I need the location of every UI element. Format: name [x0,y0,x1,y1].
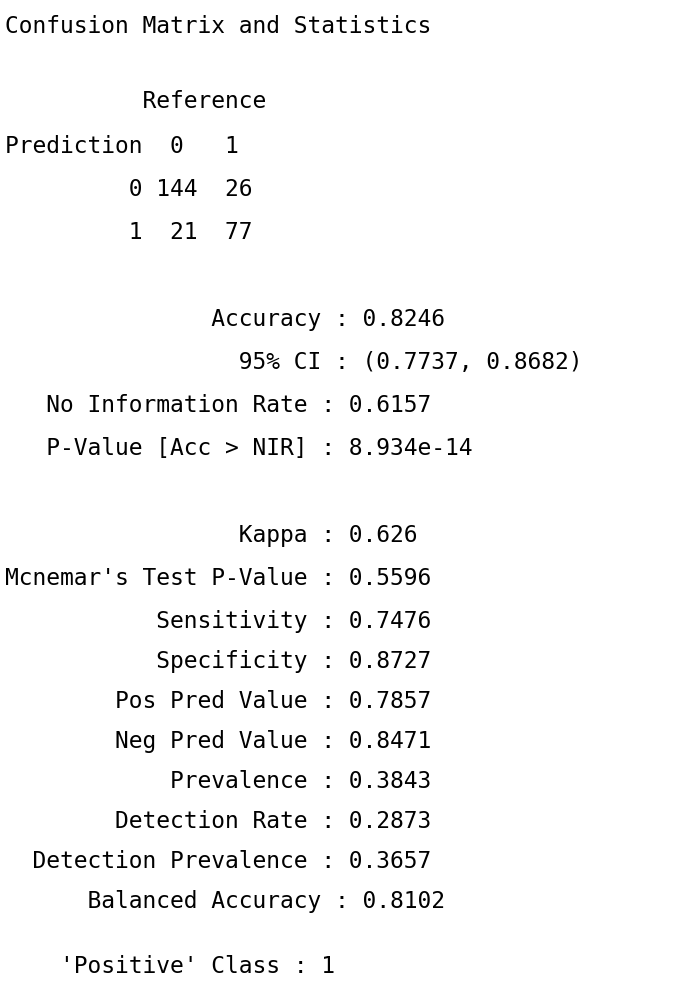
Text: Mcnemar's Test P-Value : 0.5596: Mcnemar's Test P-Value : 0.5596 [5,567,431,590]
Text: No Information Rate : 0.6157: No Information Rate : 0.6157 [5,394,431,417]
Text: Prevalence : 0.3843: Prevalence : 0.3843 [5,770,431,793]
Text: Accuracy : 0.8246: Accuracy : 0.8246 [5,308,445,331]
Text: 0 144  26: 0 144 26 [5,178,252,201]
Text: 'Positive' Class : 1: 'Positive' Class : 1 [5,955,335,978]
Text: P-Value [Acc > NIR] : 8.934e-14: P-Value [Acc > NIR] : 8.934e-14 [5,437,473,460]
Text: 1  21  77: 1 21 77 [5,221,252,244]
Text: Confusion Matrix and Statistics: Confusion Matrix and Statistics [5,15,431,38]
Text: Prediction  0   1: Prediction 0 1 [5,135,239,158]
Text: Reference: Reference [5,90,266,113]
Text: Balanced Accuracy : 0.8102: Balanced Accuracy : 0.8102 [5,890,445,913]
Text: Pos Pred Value : 0.7857: Pos Pred Value : 0.7857 [5,690,431,713]
Text: Specificity : 0.8727: Specificity : 0.8727 [5,650,431,673]
Text: Detection Prevalence : 0.3657: Detection Prevalence : 0.3657 [5,850,431,873]
Text: Detection Rate : 0.2873: Detection Rate : 0.2873 [5,810,431,833]
Text: Kappa : 0.626: Kappa : 0.626 [5,524,418,547]
Text: 95% CI : (0.7737, 0.8682): 95% CI : (0.7737, 0.8682) [5,351,582,374]
Text: Sensitivity : 0.7476: Sensitivity : 0.7476 [5,610,431,633]
Text: Neg Pred Value : 0.8471: Neg Pred Value : 0.8471 [5,730,431,753]
